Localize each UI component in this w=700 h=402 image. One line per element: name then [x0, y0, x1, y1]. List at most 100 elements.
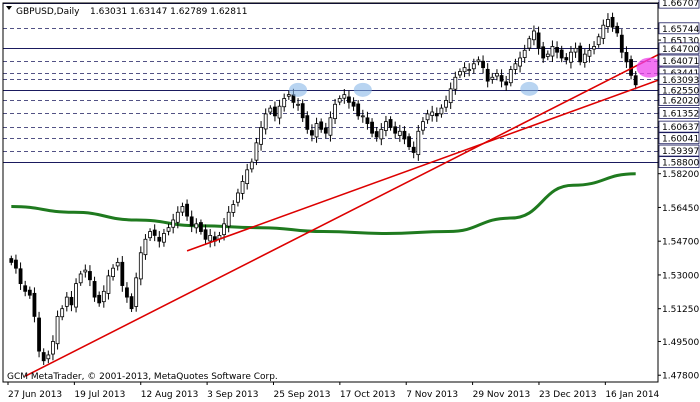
candle: [606, 13, 610, 33]
candle-body-down: [578, 45, 583, 63]
price-label-box: [658, 42, 700, 55]
candle: [518, 51, 522, 73]
price-label: 1.54700: [662, 238, 699, 248]
candle: [249, 158, 254, 173]
candle: [23, 280, 28, 297]
candle: [245, 163, 250, 190]
candle-body-up: [134, 277, 139, 307]
candle: [314, 117, 319, 143]
price-label: 1.66707: [662, 0, 699, 9]
candle: [388, 116, 393, 131]
candle: [328, 111, 333, 142]
candle: [74, 278, 78, 313]
candle: [60, 305, 65, 321]
candle-body-up: [115, 262, 120, 267]
candle-body-down: [310, 130, 314, 136]
candle-body-up: [490, 76, 495, 80]
candle: [296, 98, 300, 111]
candle: [51, 335, 55, 361]
candle: [18, 262, 23, 290]
candle: [134, 272, 139, 312]
candle: [541, 41, 546, 63]
symbol-label: GBPUSD,Daily: [16, 7, 80, 17]
candle-body-up: [545, 53, 550, 57]
price-label-box: [658, 107, 700, 119]
candle: [582, 49, 587, 68]
candle-body-down: [185, 203, 189, 217]
candle-body-up: [582, 53, 587, 63]
candle: [166, 223, 171, 236]
candle: [14, 254, 18, 274]
price-label-box: [658, 0, 700, 9]
time-label: 17 Oct 2013: [340, 390, 396, 400]
price-label: 1.49500: [662, 338, 699, 348]
candle: [171, 213, 176, 234]
candle: [619, 29, 624, 59]
candle-body-down: [481, 60, 485, 69]
candle-body-down: [305, 115, 310, 130]
price-label: 1.65130: [662, 37, 699, 47]
candle-body-up: [421, 121, 425, 131]
candle: [615, 22, 620, 37]
candle-body-up: [518, 57, 522, 67]
candle: [550, 40, 555, 63]
candle: [282, 93, 287, 112]
price-label: 1.65744: [662, 25, 699, 35]
candle: [319, 118, 324, 133]
candle: [416, 125, 421, 161]
candle: [208, 229, 213, 248]
candle-body-up: [522, 49, 527, 58]
candle-body-up: [527, 38, 532, 49]
candle-body-up: [573, 47, 578, 53]
highlight-blue: [289, 82, 308, 97]
candle: [430, 105, 435, 122]
trendline: [186, 70, 683, 252]
candle-body-up: [467, 69, 472, 71]
candle-body-up: [222, 223, 226, 236]
candle: [277, 99, 282, 125]
candle: [402, 126, 407, 145]
candle: [513, 58, 518, 75]
candle-body-down: [97, 294, 102, 304]
candle-body-up: [328, 117, 333, 136]
candle-body-up: [532, 30, 536, 41]
time-axis: 27 Jun 2013 19 Jul 2013 12 Aug 2013 3 Sep 2…: [7, 382, 660, 400]
candle-body-up: [439, 107, 444, 115]
candle-body-up: [268, 107, 273, 113]
price-label-box: [658, 156, 700, 169]
candle-body-up: [208, 235, 213, 242]
candle: [356, 100, 361, 120]
candle-body-down: [129, 296, 134, 310]
candle: [462, 62, 467, 78]
time-label: 16 Jan 2014: [605, 390, 659, 400]
candle: [379, 123, 384, 146]
dropdown-triangle-icon[interactable]: [6, 6, 12, 10]
candle-body-up: [226, 211, 231, 227]
copyright-text: GCM MetaTrader, © 2001-2013, MetaQuotes …: [7, 372, 278, 382]
candle: [32, 287, 37, 323]
price-label: 1.58800: [662, 159, 699, 169]
time-label: 25 Sep 2013: [273, 390, 330, 400]
candle-body-down: [541, 46, 546, 59]
candle-body-up: [342, 94, 347, 99]
trendlines-layer: [24, 41, 683, 377]
candle: [162, 228, 166, 247]
candle: [573, 42, 578, 58]
candle: [532, 25, 536, 46]
candle-body-up: [592, 46, 596, 50]
candle-body-down: [504, 81, 509, 86]
candle-body-up: [425, 113, 430, 121]
candle-body-down: [624, 52, 629, 63]
candle: [175, 206, 180, 229]
candle: [300, 99, 305, 122]
candle: [129, 293, 134, 312]
candle: [180, 202, 185, 216]
price-label-box: [658, 22, 700, 35]
candle-body-up: [360, 115, 365, 118]
candle-body-down: [536, 32, 541, 49]
candle: [337, 95, 342, 106]
candle-body-up: [171, 219, 176, 228]
candle: [481, 55, 485, 74]
candle: [347, 90, 351, 109]
candle-body-up: [254, 142, 259, 161]
